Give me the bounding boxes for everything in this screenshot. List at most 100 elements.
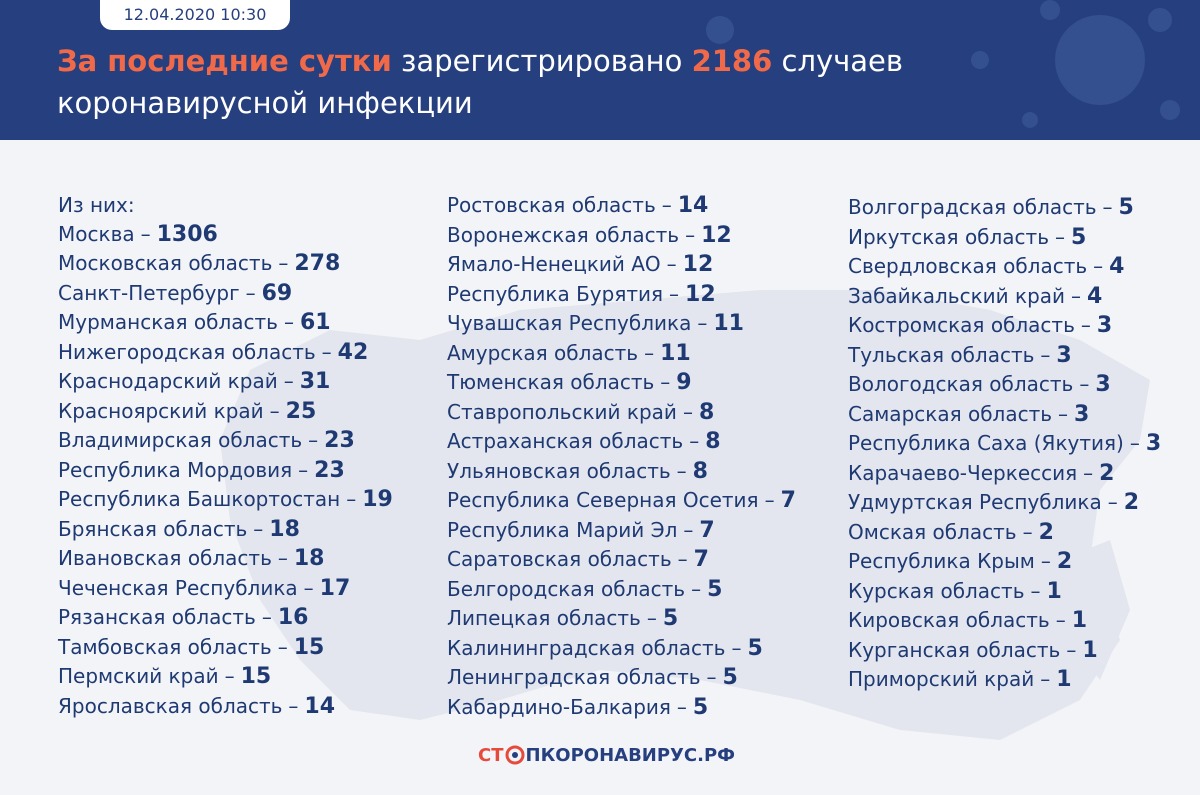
- region-row: Тамбовская область –15: [58, 633, 393, 663]
- case-count: 3: [1096, 313, 1113, 338]
- region-row: Калининградская область –5: [447, 634, 796, 664]
- region-row: Пермский край –15: [58, 662, 393, 692]
- region-name: Самарская область: [848, 401, 1053, 426]
- case-count: 31: [299, 369, 331, 394]
- separator: –: [1040, 342, 1051, 367]
- region-name: Мурманская область: [58, 310, 278, 334]
- separator: –: [261, 605, 272, 629]
- region-row: Липецкая область –5: [447, 604, 796, 634]
- region-name: Белгородская область: [447, 576, 686, 601]
- region-row: Москва –1306: [58, 220, 393, 250]
- separator: –: [277, 634, 288, 659]
- case-count: 69: [261, 280, 293, 306]
- case-count: 61: [299, 310, 331, 335]
- region-name: Кабардино-Балкария: [447, 694, 671, 719]
- map-shape: [220, 290, 1150, 740]
- separator: –: [288, 693, 299, 718]
- region-row: Саратовская область –7: [447, 545, 796, 575]
- title: За последние сутки зарегистрировано 2186…: [57, 40, 903, 124]
- separator: –: [298, 457, 309, 482]
- case-count: 25: [285, 398, 317, 424]
- region-name: Владимирская область: [58, 428, 303, 452]
- region-row: Республика Мордовия –23: [58, 456, 393, 486]
- separator: –: [1055, 608, 1066, 632]
- separator: –: [1055, 224, 1065, 249]
- case-count: 23: [314, 457, 345, 483]
- region-name: Амурская область: [447, 340, 639, 365]
- separator: –: [691, 576, 702, 601]
- case-count: 3: [1145, 431, 1162, 456]
- separator: –: [1093, 254, 1104, 278]
- map-background: [220, 290, 1150, 740]
- case-count: 1: [1056, 667, 1072, 692]
- case-count: 14: [677, 193, 709, 218]
- region-name: Кировская область: [848, 608, 1050, 632]
- region-row: Ямало-Ненецкий АО –12: [447, 250, 796, 280]
- case-count: 8: [705, 429, 721, 454]
- region-row: Удмуртская Республика –2: [848, 488, 1161, 518]
- case-count: 4: [1109, 254, 1125, 279]
- separator: –: [140, 221, 151, 246]
- region-row: Ставропольский край –8: [447, 398, 796, 428]
- case-count: 12: [685, 281, 716, 307]
- region-row: Самарская область –3: [848, 400, 1161, 430]
- case-count: 5: [662, 606, 679, 631]
- region-row: Республика Марий Эл –7: [447, 516, 796, 546]
- region-name: Тюменская область: [447, 370, 655, 394]
- case-count: 17: [319, 575, 351, 601]
- separator: –: [697, 311, 708, 335]
- separator: –: [685, 222, 696, 247]
- region-name: Омская область: [848, 519, 1017, 544]
- region-name: Нижегородская область: [58, 339, 316, 364]
- separator: –: [283, 369, 294, 393]
- region-name: Пермский край: [58, 664, 219, 688]
- case-count: 1: [1082, 637, 1098, 663]
- region-name: Липецкая область: [447, 606, 641, 630]
- region-row: Ярославская область –14: [58, 692, 393, 722]
- separator: –: [1129, 431, 1140, 455]
- region-row: Владимирская область –23: [58, 426, 393, 456]
- region-row: Ивановская область –18: [58, 544, 393, 574]
- case-count: 11: [713, 311, 744, 336]
- separator: –: [1107, 490, 1118, 514]
- region-row: Нижегородская область –42: [58, 338, 393, 368]
- case-count: 3: [1074, 401, 1090, 427]
- separator: –: [660, 370, 671, 394]
- region-row: Кабардино-Балкария –5: [447, 693, 796, 723]
- region-name: Рязанская область: [58, 605, 256, 629]
- case-count: 9: [676, 370, 692, 395]
- title-text: коронавирусной инфекции: [57, 86, 473, 120]
- separator: –: [661, 193, 672, 217]
- separator: –: [646, 606, 657, 630]
- title-highlight: За последние сутки: [57, 44, 392, 78]
- region-name: Воронежская область: [447, 222, 680, 247]
- region-name: Вологодская область: [848, 372, 1074, 396]
- region-name: Карачаево-Черкессия: [848, 460, 1078, 485]
- separator: –: [1058, 401, 1069, 426]
- region-name: Брянская область: [58, 516, 248, 541]
- region-name: Курганская область: [848, 637, 1061, 662]
- region-row: Московская область –278: [58, 249, 393, 279]
- case-count: 2: [1123, 490, 1140, 515]
- region-row: Чувашская Республика –11: [447, 309, 796, 339]
- region-name: Чувашская Республика: [447, 311, 692, 335]
- region-name: Ленинградская область: [447, 665, 701, 689]
- separator: –: [666, 252, 677, 276]
- logo-text: ПКОРОНАВИРУС.РФ: [525, 744, 736, 766]
- region-name: Московская область: [58, 251, 273, 275]
- separator: –: [706, 665, 717, 689]
- case-count: 1: [1071, 608, 1087, 633]
- region-row: Ленинградская область –5: [447, 663, 796, 693]
- case-count: 15: [293, 634, 325, 660]
- region-row: Республика Бурятия –12: [447, 280, 796, 310]
- separator: –: [1102, 195, 1113, 219]
- intro: Из них:: [58, 193, 135, 217]
- separator: –: [1071, 283, 1082, 308]
- region-row: Ульяновская область –8: [447, 457, 796, 487]
- separator: –: [278, 251, 289, 275]
- region-row: Свердловская область –4: [848, 252, 1161, 282]
- region-name: Волгоградская область: [848, 195, 1097, 219]
- region-name: Санкт-Петербург: [58, 280, 240, 305]
- region-name: Саратовская область: [447, 547, 672, 571]
